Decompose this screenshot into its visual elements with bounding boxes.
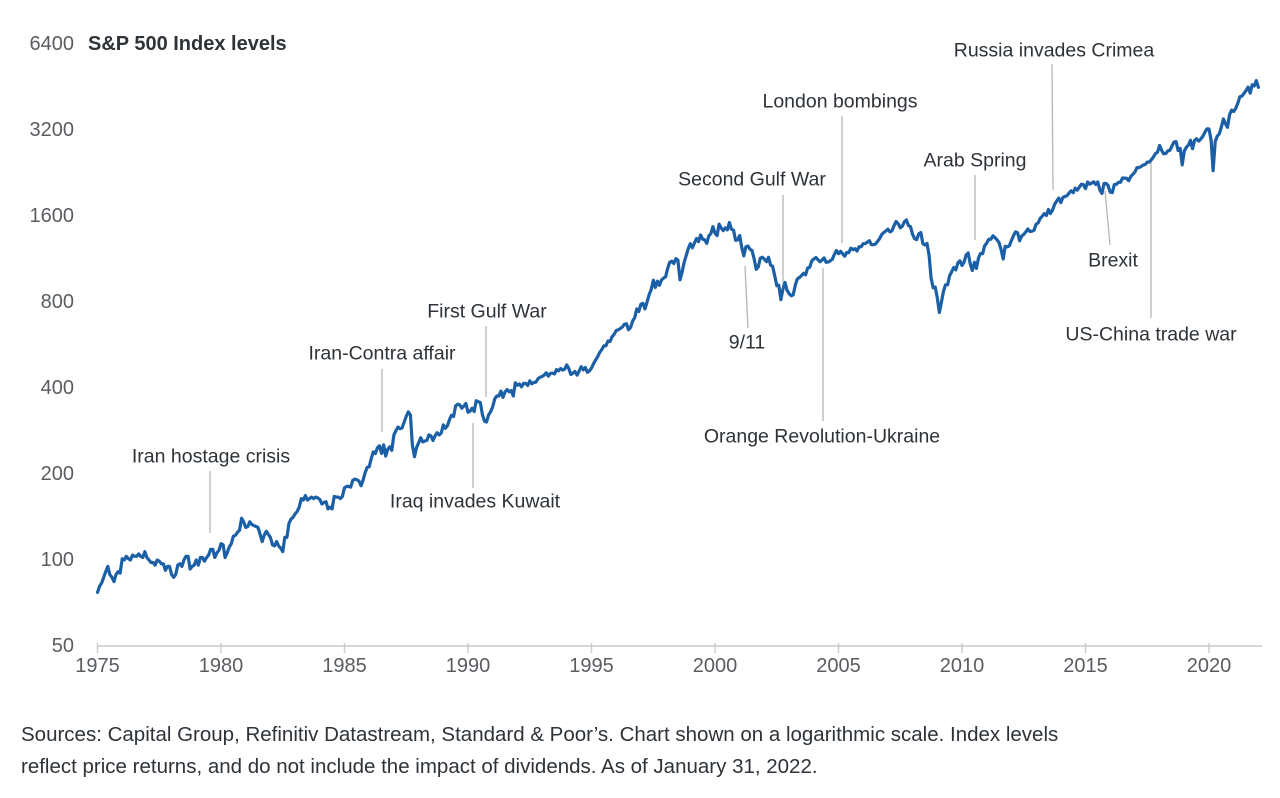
x-tick-label: 1995	[569, 655, 614, 677]
x-tick-label: 2000	[692, 655, 738, 677]
annotation-label: Iran hostage crisis	[131, 445, 291, 468]
x-tick-label: 2005	[816, 655, 861, 677]
leader-line	[1051, 63, 1054, 191]
source-note-line1: Sources: Capital Group, Refinitiv Datast…	[21, 723, 1059, 746]
source-note: Sources: Capital Group, Refinitiv Datast…	[21, 719, 1058, 783]
annotation-label: Orange Revolution-Ukraine	[703, 425, 941, 448]
annotation-label: Arab Spring	[923, 149, 1027, 172]
y-tick-label: 50	[51, 635, 74, 657]
x-tick-label: 1985	[322, 655, 367, 677]
x-tick-label: 2010	[939, 655, 985, 677]
annotation-label: First Gulf War	[427, 300, 547, 323]
y-tick-label: 400	[40, 377, 74, 399]
x-tick-label: 1990	[445, 655, 491, 677]
source-note-line2: reflect price returns, and do not includ…	[21, 755, 818, 778]
annotation-label: Iran-Contra affair	[308, 342, 456, 365]
leader-line	[744, 265, 749, 329]
annotation-label: Second Gulf War	[678, 168, 826, 191]
annotation-label: Russia invades Crimea	[953, 39, 1155, 62]
annotation-label: Iraq invades Kuwait	[389, 490, 561, 513]
annotation-label: US-China trade war	[1065, 323, 1237, 346]
annotation-label: 9/11	[728, 331, 766, 354]
x-tick-label: 2015	[1063, 655, 1108, 677]
leader-line	[1104, 190, 1111, 246]
annotation-label: London bombings	[762, 90, 918, 113]
x-tick-label: 1980	[198, 655, 244, 677]
x-axis	[96, 643, 1262, 653]
y-tick-label: 800	[40, 291, 74, 313]
y-tick-label: 3200	[29, 119, 75, 141]
y-tick-label: 100	[40, 549, 74, 571]
sp500-price-line	[95, 79, 1260, 594]
annotation-label: Brexit	[1088, 249, 1138, 272]
x-tick-label: 2020	[1186, 655, 1232, 677]
y-tick-label: 1600	[29, 205, 75, 227]
annotation-leader-lines	[209, 63, 1152, 533]
y-tick-label: 6400	[29, 33, 75, 55]
chart-title: S&P 500 Index levels	[88, 33, 287, 55]
y-tick-label: 200	[40, 463, 74, 485]
x-tick-label: 1975	[75, 655, 120, 677]
